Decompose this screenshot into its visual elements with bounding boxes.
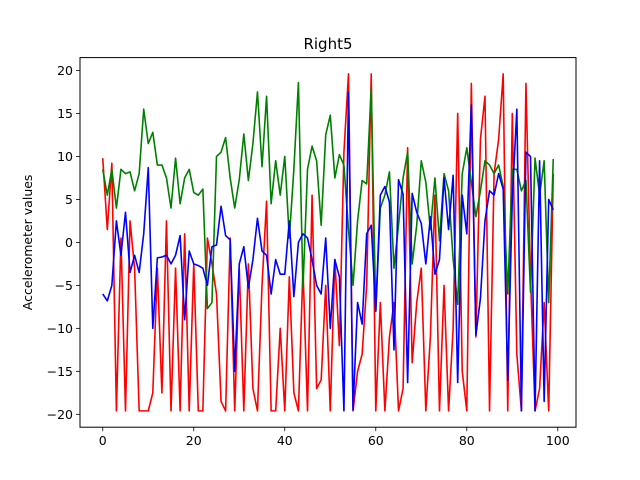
series-line-2 [101, 81, 555, 312]
x-tick-label: 60 [368, 433, 384, 448]
y-tick-label: −20 [47, 407, 73, 422]
y-tick-label: 15 [57, 106, 73, 121]
series-layer [101, 73, 555, 412]
x-axis: 0 20 40 60 80 100 [99, 427, 570, 448]
y-tick-label: −15 [47, 364, 73, 379]
chart-title: Right5 [303, 35, 352, 53]
x-tick-label: 0 [99, 433, 107, 448]
y-tick-label: 0 [65, 235, 73, 250]
x-tick-label: 100 [546, 433, 570, 448]
series-line-3 [102, 91, 554, 412]
y-tick-label: 20 [57, 63, 73, 78]
y-axis-label: Accelerometer values [20, 175, 35, 311]
x-tick-label: 20 [186, 433, 202, 448]
y-tick-label: −10 [47, 321, 73, 336]
y-tick-label: −5 [55, 278, 73, 293]
series-line-1 [101, 73, 555, 412]
y-tick-label: 10 [57, 149, 73, 164]
y-axis: −20 −15 −10 −5 0 5 10 15 20 [47, 63, 80, 422]
y-tick-label: 5 [65, 192, 73, 207]
x-tick-label: 40 [277, 433, 293, 448]
x-tick-label: 80 [459, 433, 475, 448]
